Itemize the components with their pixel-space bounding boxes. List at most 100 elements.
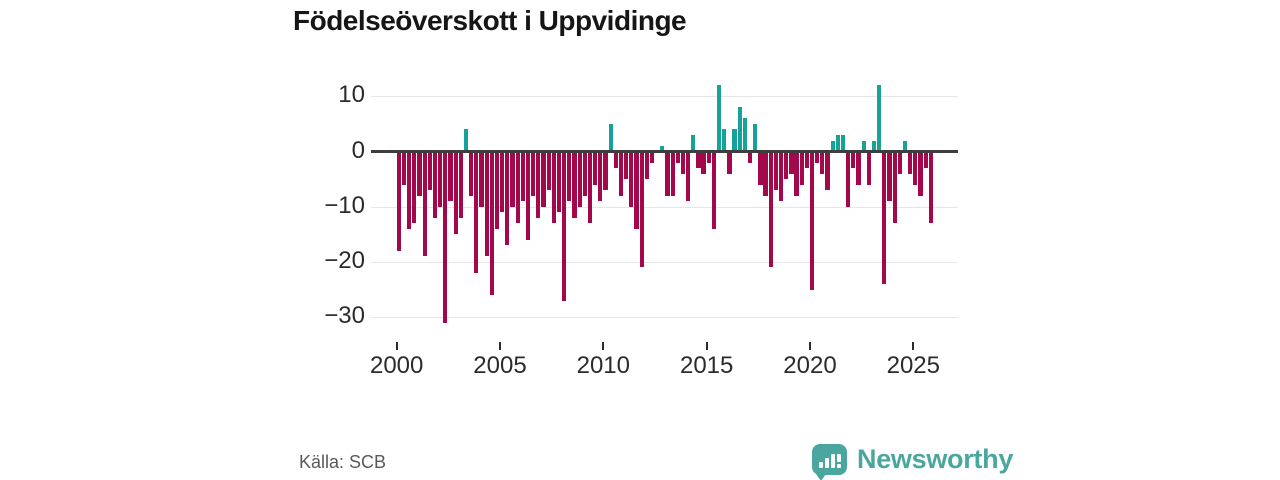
bar — [484, 151, 489, 257]
bar — [407, 151, 412, 229]
y-axis-tick-label: −20 — [324, 246, 365, 274]
bar — [639, 151, 644, 268]
bar — [809, 151, 815, 290]
bar — [804, 151, 809, 169]
bar — [887, 151, 892, 202]
newsworthy-logo-text: Newsworthy — [857, 443, 1014, 474]
x-axis-tick-label: 2000 — [369, 352, 424, 379]
bar — [572, 151, 577, 218]
bar — [417, 151, 422, 196]
bar — [918, 151, 923, 196]
bar — [815, 151, 820, 163]
gridline — [371, 261, 958, 263]
bar — [443, 151, 448, 323]
bar — [510, 151, 515, 207]
bar — [758, 151, 763, 185]
bar — [680, 151, 686, 174]
bar — [618, 151, 624, 196]
bar — [603, 151, 608, 191]
bar — [500, 151, 505, 213]
bar — [768, 151, 773, 268]
bar — [830, 140, 835, 152]
bar — [463, 129, 469, 152]
bar — [432, 151, 438, 218]
x-axis-tick — [602, 342, 605, 350]
bar — [531, 151, 536, 196]
bar — [489, 151, 494, 295]
bar — [396, 151, 401, 251]
y-axis-tick-label: 10 — [338, 81, 365, 109]
bar — [624, 151, 629, 180]
x-axis-tick-label: 2020 — [783, 352, 837, 379]
x-axis-tick — [499, 342, 501, 350]
bar — [706, 151, 711, 163]
x-axis-tick — [809, 342, 811, 350]
bar — [469, 151, 474, 196]
bar — [913, 151, 918, 185]
bar — [856, 151, 861, 185]
x-axis-tick-label: 2010 — [576, 352, 630, 379]
bar — [747, 151, 753, 163]
bar — [634, 151, 639, 229]
zero-axis-line — [371, 150, 958, 153]
x-axis-tick — [395, 342, 398, 350]
bar — [686, 151, 691, 202]
bar — [541, 151, 546, 207]
bar — [608, 123, 613, 152]
bar — [773, 151, 778, 191]
bar — [515, 151, 520, 224]
bar — [438, 151, 443, 207]
bar — [861, 140, 866, 152]
x-axis-tick — [705, 342, 708, 350]
bar — [448, 151, 453, 202]
bar — [520, 151, 525, 202]
x-axis-tick-label: 2015 — [679, 352, 734, 379]
bar — [525, 151, 531, 240]
bar — [401, 151, 407, 185]
bar — [582, 151, 587, 196]
bar — [696, 151, 701, 169]
bar — [494, 151, 500, 229]
bar — [908, 151, 913, 174]
bar — [665, 151, 670, 196]
bar — [427, 151, 432, 191]
bar — [902, 140, 908, 152]
bar — [866, 151, 871, 185]
bar — [877, 85, 882, 152]
speech-bubble-tail-icon — [816, 473, 826, 480]
bar — [711, 151, 717, 229]
bar — [753, 123, 758, 152]
bar — [644, 151, 649, 180]
bar — [923, 151, 928, 169]
bar — [892, 151, 897, 224]
logo-exclamation-icon — [837, 463, 841, 468]
bar — [825, 151, 830, 191]
bar — [629, 151, 634, 207]
bar — [670, 151, 675, 196]
bar — [422, 151, 427, 257]
bar — [675, 151, 680, 163]
bar — [789, 151, 794, 174]
chart-title: Födelseöverskott i Uppvidinge — [293, 5, 687, 36]
bar — [598, 151, 603, 202]
bar — [794, 151, 799, 196]
bar — [722, 129, 727, 152]
y-axis-tick-label: −10 — [324, 191, 365, 219]
logo-bar-icon — [819, 461, 823, 468]
bar — [716, 85, 722, 152]
bar — [474, 151, 479, 273]
bar — [882, 151, 887, 284]
bar — [556, 151, 562, 213]
bar — [778, 151, 784, 202]
bar — [649, 151, 655, 163]
bar — [458, 151, 463, 218]
bar — [835, 134, 840, 152]
bar — [846, 151, 851, 207]
gridline — [371, 96, 958, 98]
bar — [799, 151, 804, 185]
bar — [840, 134, 846, 152]
logo-bar-icon — [825, 457, 829, 468]
bar — [732, 129, 737, 152]
bar — [613, 151, 618, 169]
bar — [412, 151, 417, 224]
